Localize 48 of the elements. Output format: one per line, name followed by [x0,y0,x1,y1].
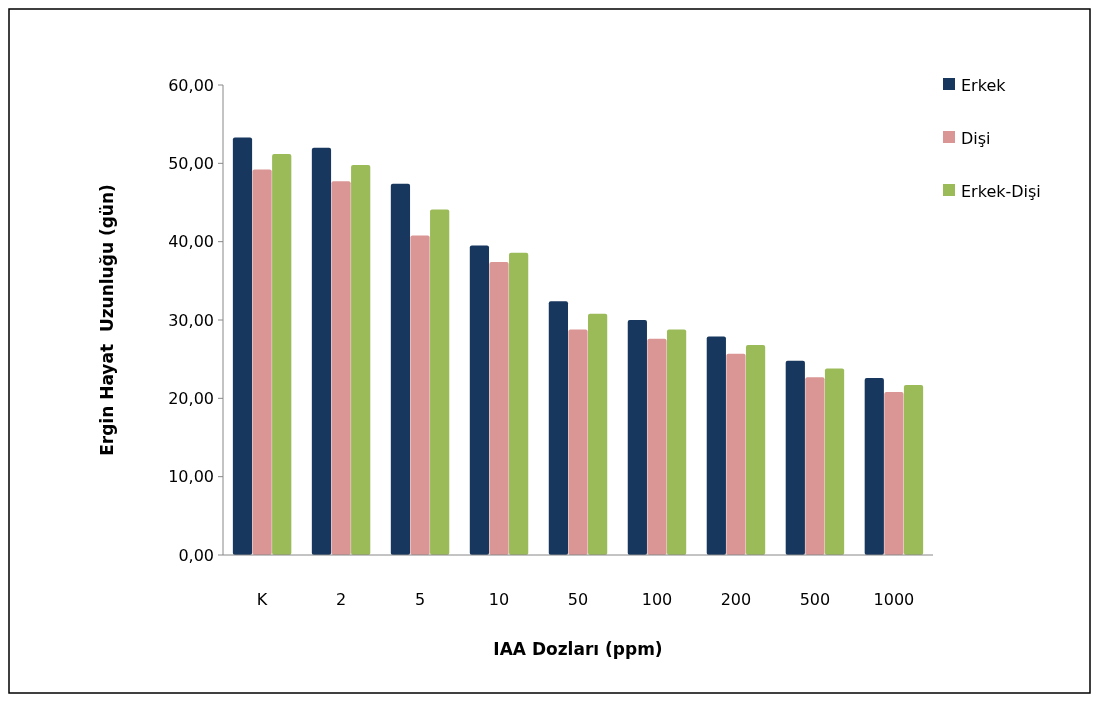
bar [390,183,411,555]
bar [509,252,529,555]
x-tick-label: 200 [720,590,752,609]
bar [311,147,332,555]
x-tick-label: 10 [488,590,510,609]
legend-label: Dişi [961,128,991,148]
bar [568,329,588,555]
x-tick-label: 500 [799,590,831,609]
bar [351,164,371,555]
x-tick-label: K [256,590,268,609]
bar [489,262,509,555]
y-tick-label: 30,00 [168,310,214,330]
bar [548,301,568,555]
bar [647,338,667,555]
x-tick-label: 5 [414,590,426,609]
bar [666,329,687,555]
bar [627,320,647,555]
bar [884,392,904,555]
bar [864,377,884,555]
bar [430,209,450,555]
bar [469,245,490,555]
y-tick-label: 0,00 [178,545,214,565]
bar [272,153,292,555]
y-tick-label: 40,00 [168,232,214,252]
bar [745,345,766,555]
y-tick-label: 20,00 [168,388,214,408]
bar [726,353,746,555]
bar [805,377,825,555]
y-tick-label: 60,00 [168,75,214,95]
x-tick-label: 2 [335,590,347,609]
bar [706,336,726,555]
x-tick-label: 50 [567,590,589,609]
bar [824,368,845,555]
y-tick-label: 50,00 [168,153,214,173]
x-axis-title: IAA Dozları (ppm) [493,639,663,659]
bar [331,181,351,555]
y-tick-label: 10,00 [168,467,214,487]
y-axis-title: Ergin Hayat Uzunluğu (gün) [97,184,117,456]
bar [785,360,805,555]
bar [232,137,253,555]
bar [903,385,924,555]
bar [588,313,608,555]
bar [410,235,430,555]
legend-label: Erkek-Dişi [961,181,1041,201]
x-tick-label: 100 [641,590,673,609]
legend-label: Erkek [961,75,1007,95]
bar [252,169,272,555]
x-tick-label: 1000 [873,590,915,609]
